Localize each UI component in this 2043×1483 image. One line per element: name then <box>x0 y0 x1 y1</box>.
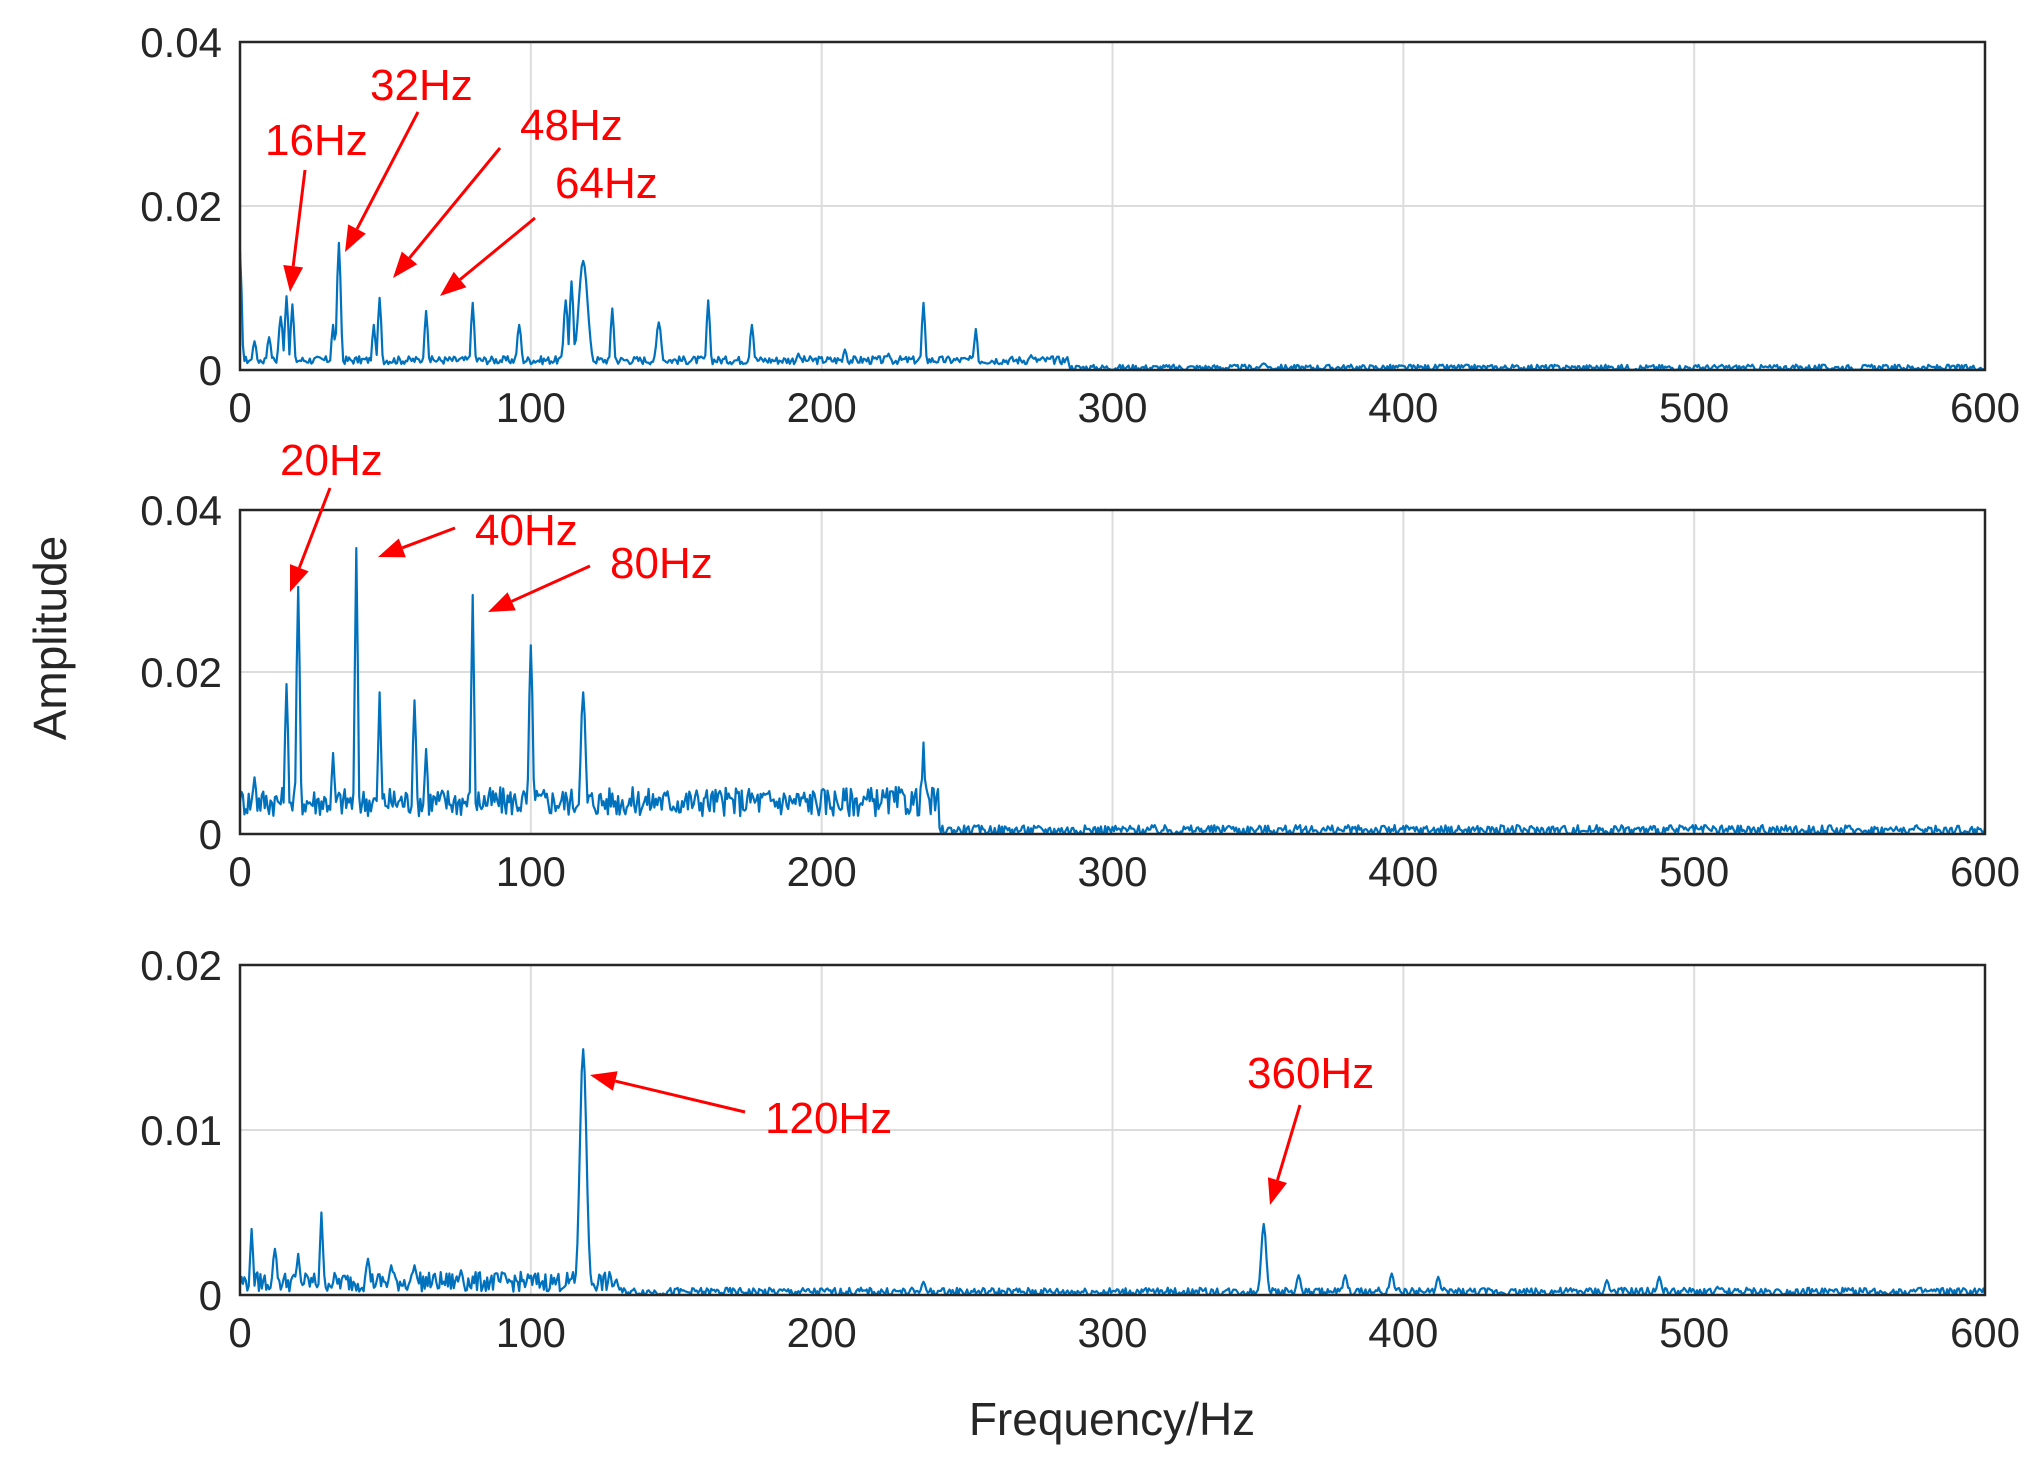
subplot-3-xtick-label: 100 <box>496 1309 566 1356</box>
subplot-2-annotations: 20Hz 40Hz 80Hz <box>280 436 713 612</box>
subplot-3-xtick-label: 300 <box>1077 1309 1147 1356</box>
annotation-label: 64Hz <box>555 159 658 208</box>
annotation-64hz: 64Hz <box>440 159 658 296</box>
subplot-2-xtick-label: 100 <box>496 848 566 895</box>
subplot-2-xtick-label: 300 <box>1077 848 1147 895</box>
subplot-3-xtick-label: 400 <box>1368 1309 1438 1356</box>
subplot-2-ytick-label: 0.02 <box>140 649 222 696</box>
annotation-label: 16Hz <box>265 116 368 165</box>
annotation-arrow <box>297 487 332 569</box>
annotation-20hz: 20Hz <box>280 436 383 592</box>
subplot-1-ytick-label: 0 <box>199 347 222 394</box>
annotation-label: 20Hz <box>280 436 383 485</box>
annotation-16hz: 16Hz <box>265 116 368 292</box>
annotation-label: 360Hz <box>1247 1049 1374 1098</box>
annotation-arrowhead <box>488 592 516 612</box>
annotation-32hz: 32Hz <box>345 61 473 252</box>
annotation-48hz: 48Hz <box>393 101 623 278</box>
subplot-3-ytick-label: 0 <box>199 1272 222 1319</box>
subplot-3-xtick-label: 0 <box>228 1309 251 1356</box>
annotation-arrow <box>614 1079 746 1114</box>
subplot-2-xticks: 0 100 200 300 400 500 600 <box>228 848 2020 895</box>
subplot-1-xtick-label: 500 <box>1659 384 1729 431</box>
subplot-1-xtick-label: 0 <box>228 384 251 431</box>
annotation-arrowhead <box>590 1071 618 1091</box>
annotation-label: 40Hz <box>475 506 578 555</box>
subplot-2-xtick-label: 600 <box>1950 848 2020 895</box>
subplot-1-grid <box>239 41 1986 371</box>
subplot-2-ytick-label: 0.04 <box>140 487 222 534</box>
subplot-3-annotations: 120Hz 360Hz <box>590 1049 1374 1205</box>
subplot-2: 0 100 200 300 400 500 600 0 0.02 0.04 20… <box>140 436 2020 895</box>
subplot-1-yticks: 0 0.02 0.04 <box>140 19 222 394</box>
subplot-2-xtick-label: 0 <box>228 848 251 895</box>
subplot-1-xtick-label: 300 <box>1077 384 1147 431</box>
subplot-2-xtick-label: 200 <box>787 848 857 895</box>
subplot-1: 0 100 200 300 400 500 600 0 0.02 0.04 16… <box>140 19 2020 431</box>
subplot-2-xtick-label: 400 <box>1368 848 1438 895</box>
y-axis-title: Amplitude <box>24 536 76 741</box>
subplot-3-grid <box>239 964 1986 1296</box>
annotation-arrow <box>291 169 307 267</box>
annotation-label: 48Hz <box>520 101 623 150</box>
subplot-3-xticks: 0 100 200 300 400 500 600 <box>228 1309 2020 1356</box>
subplot-2-xtick-label: 500 <box>1659 848 1729 895</box>
subplot-2-ytick-label: 0 <box>199 811 222 858</box>
annotation-arrow <box>511 564 591 603</box>
subplot-3-xtick-label: 200 <box>787 1309 857 1356</box>
annotation-arrow <box>355 111 420 230</box>
subplot-1-annotations: 16Hz 32Hz 48Hz 64Hz <box>265 61 658 296</box>
subplot-3-series <box>238 1048 1987 1297</box>
annotation-360hz: 360Hz <box>1247 1049 1374 1205</box>
subplot-3: 0 100 200 300 400 500 600 0 0.01 0.02 12… <box>140 942 2020 1356</box>
annotation-label: 120Hz <box>765 1094 892 1143</box>
annotation-arrowhead <box>378 538 406 558</box>
subplot-2-grid <box>239 509 1986 835</box>
subplot-1-xtick-label: 600 <box>1950 384 2020 431</box>
subplot-2-yticks: 0 0.02 0.04 <box>140 487 222 858</box>
annotation-arrow <box>401 526 456 550</box>
subplot-1-ytick-label: 0.04 <box>140 19 222 66</box>
annotation-arrowhead <box>1267 1177 1288 1205</box>
annotation-arrow <box>408 147 502 259</box>
annotation-120hz: 120Hz <box>590 1071 892 1143</box>
annotation-80hz: 80Hz <box>488 539 713 612</box>
subplot-3-ytick-label: 0.01 <box>140 1107 222 1154</box>
subplot-3-ytick-label: 0.02 <box>140 942 222 989</box>
annotation-label: 80Hz <box>610 539 713 588</box>
annotation-arrowhead <box>290 564 309 592</box>
subplot-1-xticks: 0 100 200 300 400 500 600 <box>228 384 2020 431</box>
subplot-1-xtick-label: 100 <box>496 384 566 431</box>
annotation-arrow <box>1276 1104 1302 1181</box>
subplot-3-xtick-label: 600 <box>1950 1309 2020 1356</box>
annotation-arrow <box>459 216 536 281</box>
x-axis-title: Frequency/Hz <box>969 1393 1255 1445</box>
subplot-3-frame <box>238 963 1987 1297</box>
subplot-3-xtick-label: 500 <box>1659 1309 1729 1356</box>
subplot-1-frame <box>238 40 1987 372</box>
annotation-arrowhead <box>440 271 467 296</box>
subplot-1-ytick-label: 0.02 <box>140 183 222 230</box>
annotation-40hz: 40Hz <box>378 506 578 558</box>
series-line-amplitude <box>238 1048 1987 1297</box>
subplot-2-frame <box>238 508 1987 836</box>
annotation-arrowhead <box>345 224 366 252</box>
annotation-arrowhead <box>393 251 418 278</box>
annotation-arrowhead <box>283 264 304 292</box>
subplot-1-xtick-label: 400 <box>1368 384 1438 431</box>
annotation-label: 32Hz <box>370 61 473 110</box>
subplot-1-xtick-label: 200 <box>787 384 857 431</box>
subplot-3-yticks: 0 0.01 0.02 <box>140 942 222 1319</box>
